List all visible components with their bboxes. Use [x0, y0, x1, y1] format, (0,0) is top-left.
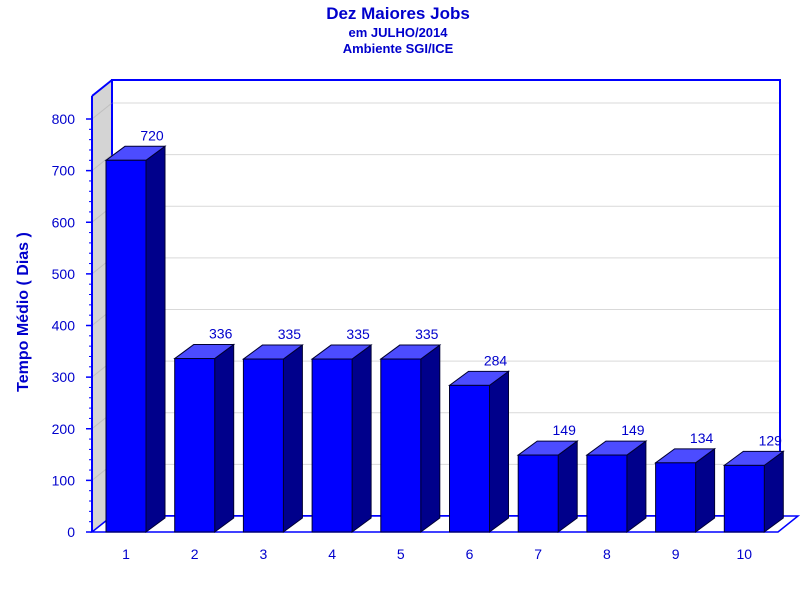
side-gridline [91, 154, 113, 172]
bar-front-face [586, 454, 628, 533]
bar-data-label: 336 [209, 326, 233, 342]
bar-side-face [351, 344, 372, 533]
bar [241, 344, 304, 533]
bar [447, 370, 511, 533]
bar-data-label: 129 [759, 432, 783, 448]
side-gridline [91, 102, 113, 120]
bar-side-face [626, 440, 647, 533]
bar-data-label: 149 [621, 422, 645, 438]
bar-front-face [449, 384, 490, 533]
plot-area: 0 100 200 300 400 500 600 700 800 720 1 336 2 335 3 335… [52, 79, 800, 562]
bar-side-face [145, 145, 166, 533]
bar-front-face [105, 159, 147, 533]
x-tick-label: 8 [603, 546, 611, 562]
bar [310, 344, 373, 533]
bar-front-face [655, 462, 697, 533]
bar-side-face [214, 343, 235, 533]
bar [379, 344, 442, 533]
bar-side-face [282, 344, 303, 533]
y-tick-label: 400 [52, 318, 76, 334]
bar [585, 440, 648, 533]
x-tick-label: 7 [534, 546, 542, 562]
x-tick-label: 4 [328, 546, 336, 562]
bar-front-face [723, 464, 765, 533]
x-tick-label: 5 [397, 546, 405, 562]
x-tick-label: 9 [672, 546, 680, 562]
bar-front-face [242, 358, 284, 533]
bar-data-label: 335 [415, 326, 439, 342]
bar-data-label: 335 [278, 326, 302, 342]
side-wall-top-edge [91, 79, 113, 97]
y-tick-label: 300 [52, 369, 76, 385]
bar-front-face [380, 358, 422, 533]
x-tick-label: 1 [122, 546, 130, 562]
chart-subtitle-period: em JULHO/2014 [349, 25, 449, 40]
bar-data-label: 134 [690, 430, 714, 446]
y-tick-label: 700 [52, 163, 76, 179]
bar-data-label: 284 [484, 352, 508, 368]
bar-front-face [174, 358, 216, 533]
bar-data-label: 335 [346, 326, 370, 342]
x-tick-label: 10 [737, 546, 753, 562]
bar [722, 450, 785, 533]
y-axis-label: Tempo Médio ( Dias ) [15, 232, 32, 392]
bar [654, 447, 717, 533]
y-tick-label: 200 [52, 421, 76, 437]
chart-title: Dez Maiores Jobs [326, 4, 470, 23]
x-tick-label: 3 [260, 546, 268, 562]
y-tick-label: 600 [52, 214, 76, 230]
bar-data-label: 149 [553, 422, 577, 438]
bar [173, 343, 236, 533]
bar-front-face [517, 454, 559, 533]
bar-side-face [420, 344, 441, 533]
y-tick-label: 100 [52, 472, 76, 488]
y-tick-label: 500 [52, 266, 76, 282]
bar-data-label: 720 [140, 127, 164, 143]
bar-front-face [311, 358, 353, 533]
bar [104, 145, 167, 533]
chart-subtitle-environment: Ambiente SGI/ICE [343, 41, 454, 56]
bar [516, 440, 579, 533]
bar-side-face [489, 370, 509, 533]
x-tick-label: 2 [191, 546, 199, 562]
y-tick-label: 800 [52, 111, 76, 127]
y-tick-label: 0 [67, 524, 75, 540]
x-tick-label: 6 [466, 546, 474, 562]
bar-side-face [557, 440, 578, 533]
